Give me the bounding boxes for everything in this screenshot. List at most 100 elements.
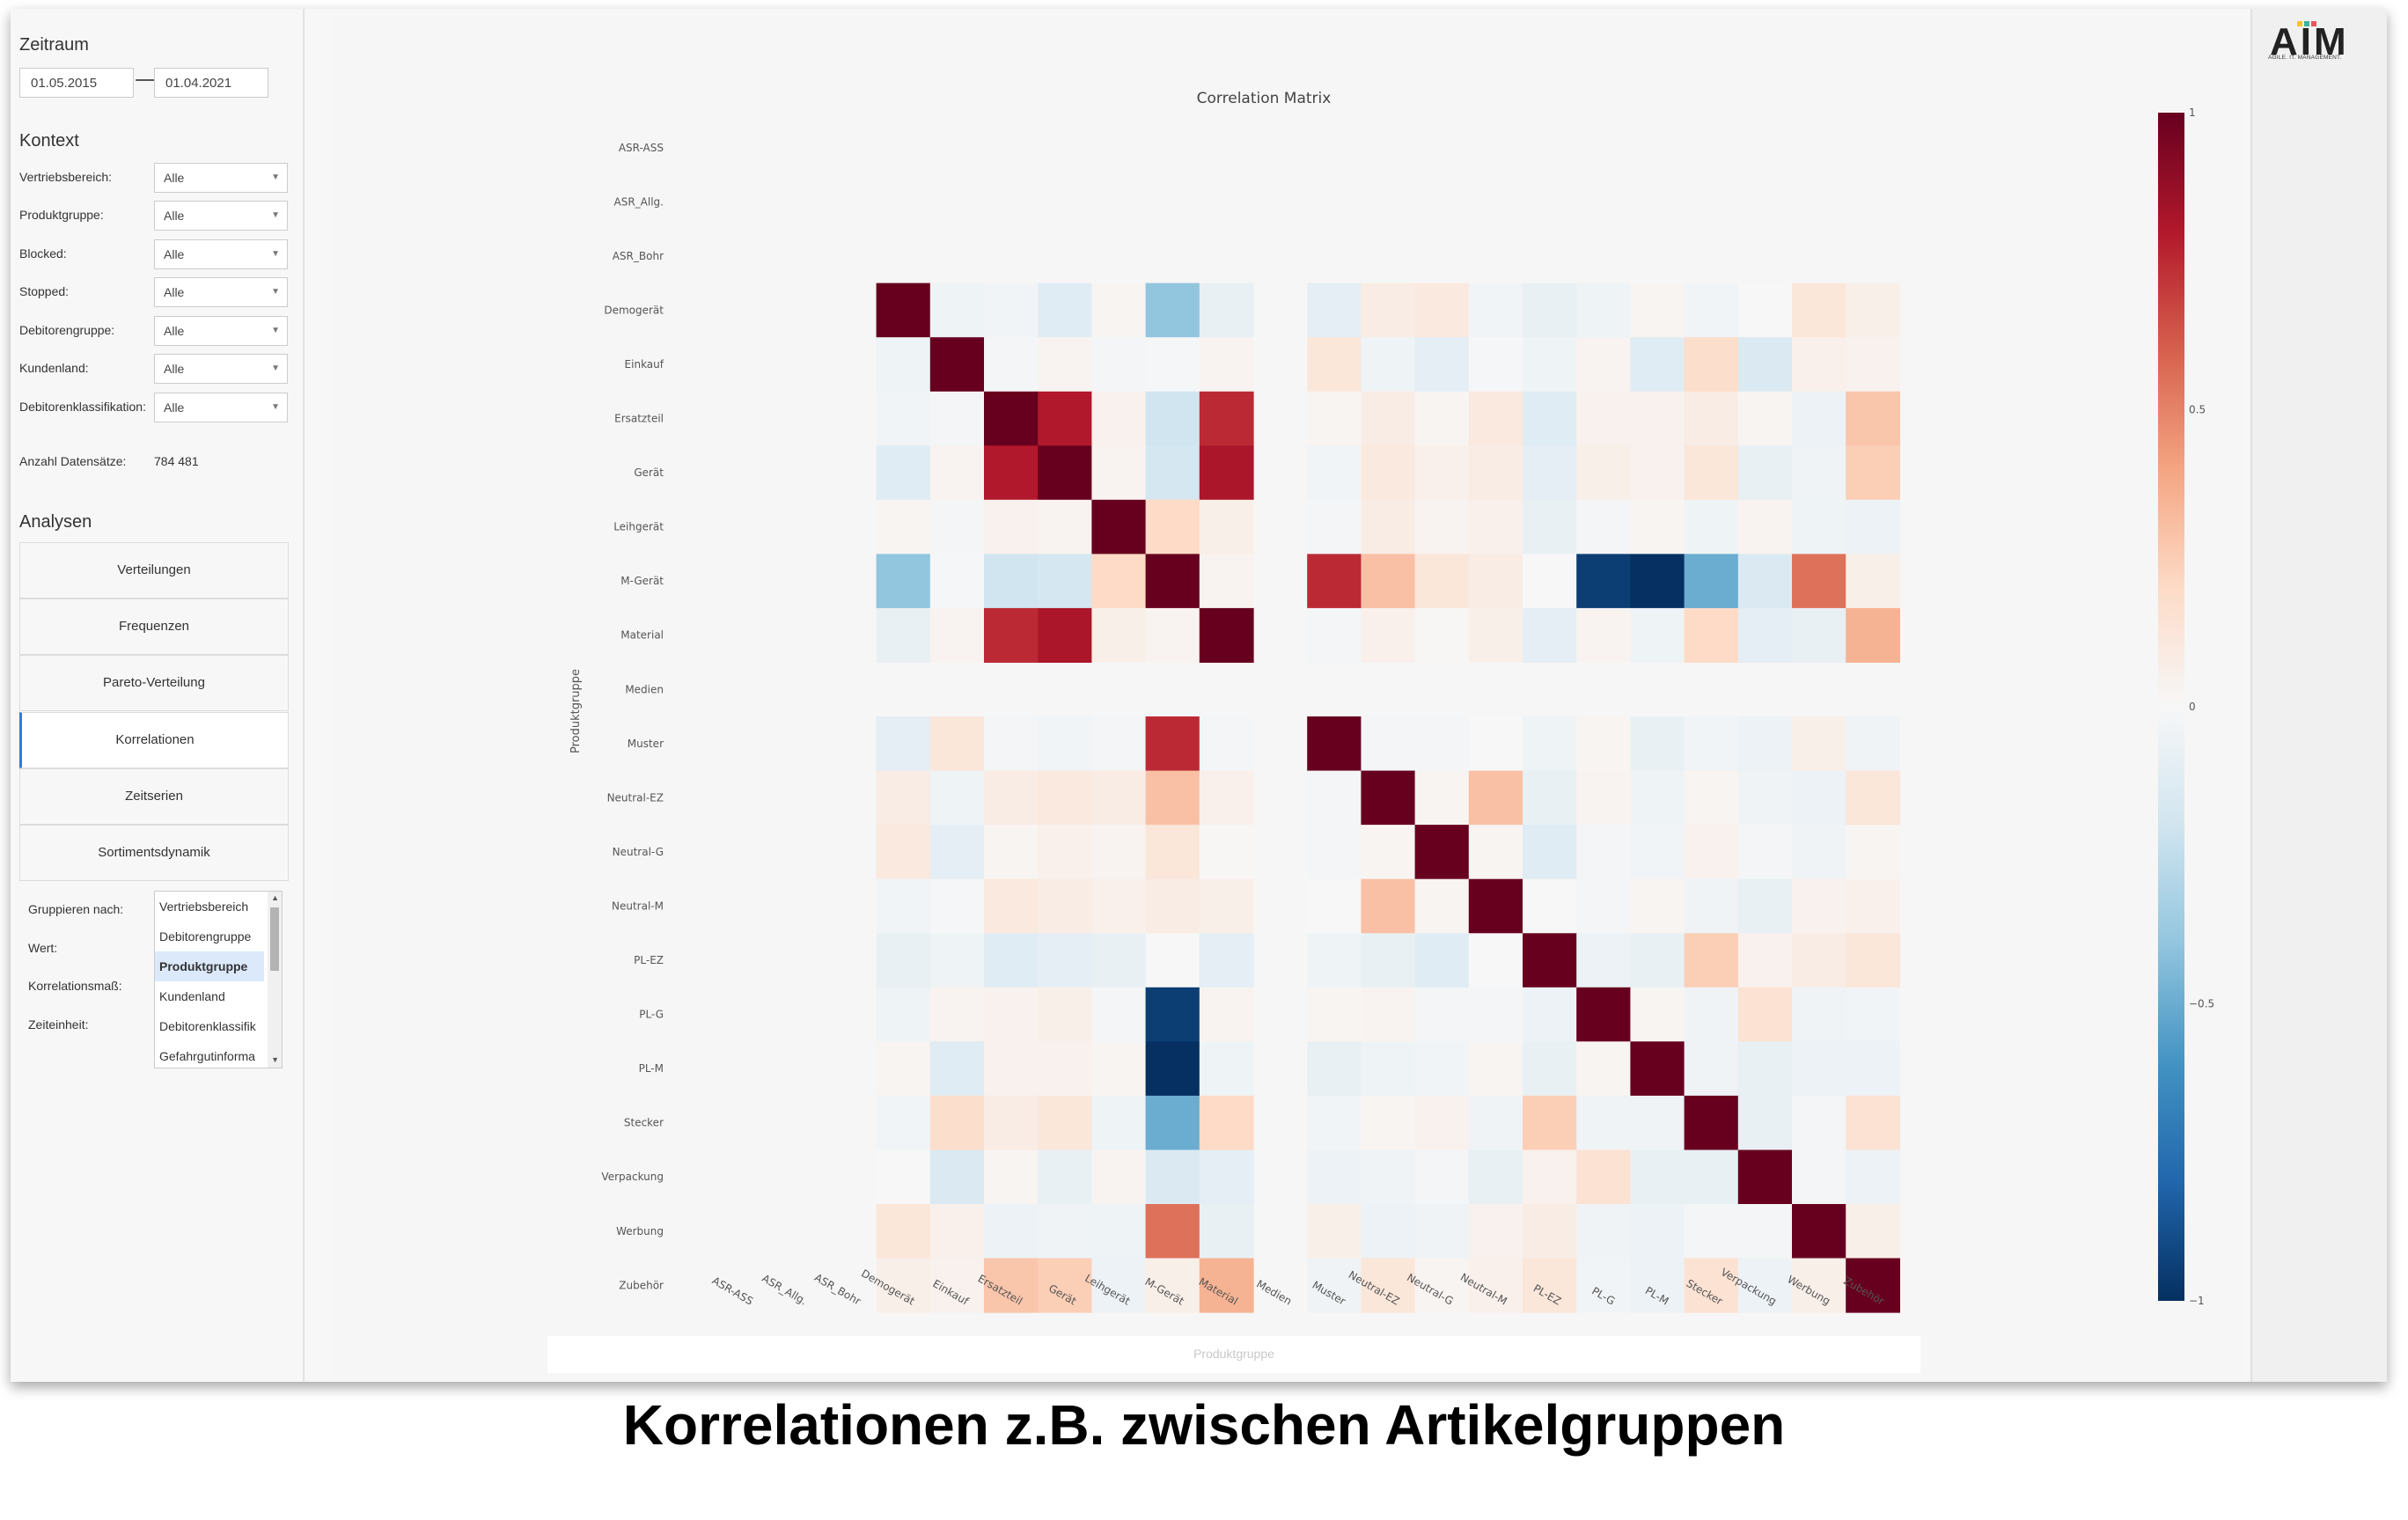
heatmap-cell[interactable] [1523,1149,1577,1205]
heatmap-cell[interactable] [1846,987,1900,1042]
heatmap-cell[interactable] [1846,878,1900,934]
group-by-listbox[interactable]: Vertriebsbereich Debitorengruppe Produkt… [154,891,283,1068]
heatmap-cell[interactable] [1684,445,1739,501]
nav-zeitserien[interactable]: Zeitserien [19,768,289,825]
heatmap-cell[interactable] [1307,283,1362,338]
heatmap-cell[interactable] [1307,337,1362,393]
heatmap-cell[interactable] [1846,283,1900,338]
heatmap-cell[interactable] [1199,987,1254,1042]
heatmap-cell[interactable] [1199,1149,1254,1205]
heatmap-cell[interactable] [1792,337,1846,393]
heatmap-cell[interactable] [1684,987,1739,1042]
heatmap-cell[interactable] [1307,716,1362,772]
heatmap-cell[interactable] [929,878,985,934]
heatmap-cell[interactable] [1737,933,1793,988]
heatmap-cell[interactable] [876,283,931,338]
heatmap-cell[interactable] [876,391,931,446]
heatmap-cell[interactable] [1091,607,1147,663]
heatmap-cell[interactable] [1091,499,1147,554]
heatmap-cell[interactable] [1414,1095,1470,1150]
heatmap-cell[interactable] [1523,770,1577,826]
heatmap-cell[interactable] [1684,716,1739,772]
heatmap-cell[interactable] [1630,607,1685,663]
heatmap-cell[interactable] [1737,607,1793,663]
heatmap-cell[interactable] [1630,825,1685,880]
heatmap-cell[interactable] [1199,499,1254,554]
heatmap-cell[interactable] [1414,1149,1470,1205]
heatmap-cell[interactable] [876,607,931,663]
heatmap-cell[interactable] [1091,933,1147,988]
heatmap-cell[interactable] [1038,987,1092,1042]
heatmap-cell[interactable] [1199,337,1254,393]
heatmap-cell[interactable] [1361,1258,1416,1313]
heatmap-cell[interactable] [929,1095,985,1150]
heatmap-cell[interactable] [1576,987,1631,1042]
heatmap-cell[interactable] [1414,554,1470,609]
heatmap-cell[interactable] [1523,391,1577,446]
heatmap-cell[interactable] [984,337,1039,393]
filter-select-blocked[interactable]: Alle ▼ [154,239,288,269]
heatmap-cell[interactable] [1038,1258,1092,1313]
heatmap-cell[interactable] [1468,1041,1523,1097]
heatmap-cell[interactable] [1576,1258,1631,1313]
heatmap-cell[interactable] [876,1149,931,1205]
heatmap-cell[interactable] [1361,607,1416,663]
heatmap-cell[interactable] [1684,283,1739,338]
heatmap-cell[interactable] [1737,1095,1793,1150]
heatmap-cell[interactable] [984,1149,1039,1205]
heatmap-cell[interactable] [1737,499,1793,554]
heatmap-cell[interactable] [984,716,1039,772]
heatmap-cell[interactable] [1523,825,1577,880]
heatmap-cell[interactable] [1307,987,1362,1042]
heatmap-cell[interactable] [1792,987,1846,1042]
heatmap-cell[interactable] [1684,554,1739,609]
heatmap-cell[interactable] [1846,1149,1900,1205]
heatmap-cell[interactable] [1361,878,1416,934]
heatmap-cell[interactable] [1199,933,1254,988]
heatmap-cell[interactable] [1038,825,1092,880]
heatmap-cell[interactable] [1414,391,1470,446]
heatmap-cell[interactable] [984,445,1039,501]
heatmap-cell[interactable] [1199,1258,1254,1313]
heatmap-cell[interactable] [1684,933,1739,988]
heatmap-cell[interactable] [1091,445,1147,501]
heatmap-cell[interactable] [1630,933,1685,988]
heatmap-cell[interactable] [1630,1204,1685,1259]
heatmap-cell[interactable] [1091,391,1147,446]
heatmap-cell[interactable] [1091,878,1147,934]
heatmap-cell[interactable] [1038,770,1092,826]
heatmap-cell[interactable] [1630,1041,1685,1097]
heatmap-cell[interactable] [929,445,985,501]
heatmap-cell[interactable] [1846,716,1900,772]
heatmap-cell[interactable] [1576,933,1631,988]
filter-select-produktgruppe[interactable]: Alle ▼ [154,201,288,231]
heatmap-cell[interactable] [929,607,985,663]
heatmap-cell[interactable] [1846,554,1900,609]
nav-korrelationen[interactable]: Korrelationen [19,712,289,768]
heatmap-cell[interactable] [1199,554,1254,609]
heatmap-cell[interactable] [1630,1095,1685,1150]
heatmap-cell[interactable] [1684,1095,1739,1150]
heatmap-cell[interactable] [1468,1095,1523,1150]
heatmap-cell[interactable] [1038,933,1092,988]
heatmap-cell[interactable] [984,607,1039,663]
heatmap-cell[interactable] [876,878,931,934]
heatmap-cell[interactable] [1307,554,1362,609]
filter-select-debitorengruppe[interactable]: Alle ▼ [154,316,288,346]
heatmap-cell[interactable] [1468,391,1523,446]
scroll-up-icon[interactable]: ▲ [271,893,279,902]
heatmap-cell[interactable] [984,878,1039,934]
heatmap-cell[interactable] [1038,554,1092,609]
heatmap-cell[interactable] [1792,878,1846,934]
heatmap-cell[interactable] [1414,1258,1470,1313]
heatmap-cell[interactable] [1792,1095,1846,1150]
heatmap-cell[interactable] [1523,607,1577,663]
heatmap-cell[interactable] [1199,607,1254,663]
heatmap-cell[interactable] [1523,445,1577,501]
filter-select-vertriebsbereich[interactable]: Alle ▼ [154,163,288,193]
heatmap-cell[interactable] [1414,878,1470,934]
heatmap-cell[interactable] [876,987,931,1042]
heatmap-cell[interactable] [1307,825,1362,880]
heatmap-cell[interactable] [1684,1041,1739,1097]
date-to-input[interactable]: 01.04.2021 [154,68,268,98]
